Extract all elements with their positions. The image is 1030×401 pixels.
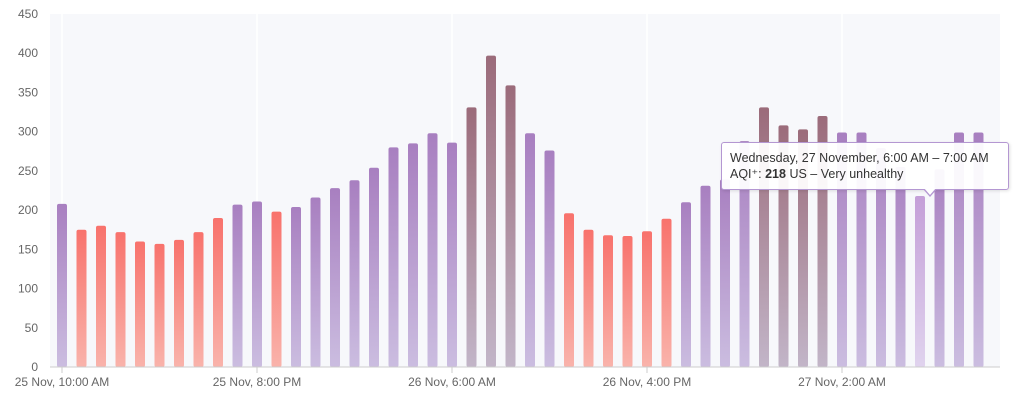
bar[interactable] [135, 241, 145, 367]
bar[interactable] [486, 55, 496, 367]
tooltip-value-row: AQI⁺: 218 US – Very unhealthy [730, 166, 1000, 182]
y-tick-label: 50 [25, 321, 39, 335]
bar[interactable] [232, 204, 243, 367]
tooltip-time: Wednesday, 27 November, 6:00 AM – 7:00 A… [730, 151, 989, 165]
bar[interactable] [408, 143, 418, 367]
y-tick-label: 0 [31, 360, 38, 374]
bar[interactable] [954, 132, 964, 367]
bar[interactable] [700, 185, 711, 367]
x-tick-label: 25 Nov, 8:00 PM [213, 375, 302, 389]
bar[interactable] [583, 229, 594, 367]
bar[interactable] [213, 217, 223, 367]
bar[interactable] [642, 231, 652, 367]
bar[interactable] [291, 206, 301, 367]
tooltip-unit: US [789, 167, 807, 181]
bar[interactable] [525, 133, 535, 367]
bar[interactable] [934, 169, 945, 367]
bar[interactable] [837, 132, 847, 367]
bar[interactable] [388, 147, 399, 367]
y-tick-label: 450 [18, 7, 38, 21]
bar[interactable] [466, 107, 477, 368]
tooltip-value: 218 [765, 167, 786, 181]
tooltip-pointer-fill [924, 188, 936, 195]
tooltip: Wednesday, 27 November, 6:00 AM – 7:00 A… [721, 142, 1009, 190]
bar[interactable] [622, 235, 633, 367]
bar[interactable] [681, 202, 691, 367]
bar[interactable] [96, 225, 106, 367]
bar[interactable] [193, 232, 204, 367]
bar[interactable] [174, 239, 184, 367]
bar[interactable] [661, 218, 672, 367]
bar[interactable] [349, 180, 360, 367]
y-tick-label: 300 [18, 125, 38, 139]
bar[interactable] [895, 166, 906, 367]
bar[interactable] [57, 203, 67, 367]
bars[interactable] [57, 55, 984, 368]
bar[interactable] [310, 197, 321, 367]
bar[interactable] [603, 235, 613, 367]
bar[interactable] [876, 148, 886, 367]
bar[interactable] [505, 85, 516, 367]
bar[interactable] [739, 141, 750, 367]
bar[interactable] [271, 211, 282, 367]
bar-highlighted[interactable] [915, 195, 925, 367]
bar[interactable] [115, 232, 126, 367]
bar[interactable] [76, 229, 87, 367]
bar[interactable] [856, 132, 867, 367]
bar[interactable] [369, 167, 379, 367]
y-tick-label: 150 [18, 242, 38, 256]
y-tick-label: 350 [18, 85, 38, 99]
bar[interactable] [720, 179, 730, 367]
y-axis: 0 50 100 150 200 250 300 350 400 450 [18, 7, 38, 374]
tooltip-category: – Very unhealthy [810, 167, 904, 181]
x-axis: 25 Nov, 10:00 AM 25 Nov, 8:00 PM 26 Nov, 6… [15, 367, 886, 389]
bar[interactable] [447, 142, 457, 367]
bar[interactable] [330, 188, 340, 367]
x-tick-label: 26 Nov, 4:00 PM [603, 375, 692, 389]
tooltip-metric-label: AQI⁺: [730, 167, 762, 181]
y-tick-label: 400 [18, 46, 38, 60]
y-tick-label: 250 [18, 164, 38, 178]
x-tick-label: 27 Nov, 2:00 AM [798, 375, 886, 389]
y-tick-label: 200 [18, 203, 38, 217]
bar[interactable] [544, 150, 555, 367]
x-tick-label: 25 Nov, 10:00 AM [15, 375, 110, 389]
bar[interactable] [427, 133, 438, 367]
bar[interactable] [154, 243, 165, 367]
bar[interactable] [252, 201, 262, 367]
x-tick-label: 26 Nov, 6:00 AM [408, 375, 496, 389]
bar[interactable] [973, 132, 984, 367]
y-tick-label: 100 [18, 282, 38, 296]
bar[interactable] [564, 213, 574, 367]
